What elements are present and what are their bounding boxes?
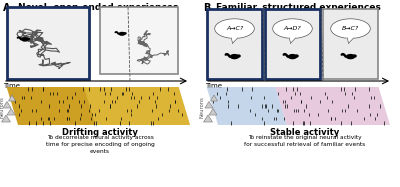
Polygon shape: [204, 115, 212, 122]
Text: A→C?: A→C?: [226, 26, 243, 31]
Bar: [7, 7, 89, 79]
Text: A: A: [3, 3, 10, 13]
Bar: [265, 9, 320, 79]
Ellipse shape: [331, 19, 370, 38]
Polygon shape: [206, 87, 287, 125]
Text: B: B: [203, 3, 210, 13]
Ellipse shape: [118, 32, 126, 36]
Polygon shape: [210, 95, 218, 101]
Ellipse shape: [346, 54, 355, 59]
Ellipse shape: [273, 19, 312, 38]
Ellipse shape: [288, 54, 297, 59]
Polygon shape: [205, 102, 213, 108]
Ellipse shape: [294, 54, 299, 58]
Bar: [207, 9, 262, 79]
Text: Time: Time: [205, 83, 222, 89]
Text: To reinstate the original neural activity
for successful retrieval of familiar e: To reinstate the original neural activit…: [244, 135, 366, 147]
Bar: [100, 7, 178, 74]
Bar: [323, 9, 378, 79]
Ellipse shape: [215, 19, 254, 38]
Polygon shape: [2, 115, 10, 122]
Polygon shape: [276, 87, 390, 125]
Ellipse shape: [21, 37, 29, 42]
Ellipse shape: [237, 54, 241, 58]
Text: Familiar, structured experiences: Familiar, structured experiences: [216, 3, 380, 12]
Polygon shape: [209, 108, 217, 115]
Polygon shape: [8, 95, 16, 101]
Polygon shape: [84, 87, 190, 125]
Polygon shape: [6, 87, 190, 125]
Ellipse shape: [124, 32, 127, 35]
Polygon shape: [231, 38, 238, 43]
Text: Neurons: Neurons: [0, 96, 4, 118]
Text: Stable activity: Stable activity: [270, 128, 340, 137]
Text: B→C?: B→C?: [342, 26, 359, 31]
Text: Novel, open-ended experiences: Novel, open-ended experiences: [18, 3, 178, 12]
Polygon shape: [347, 38, 354, 43]
Text: A→D?: A→D?: [284, 26, 301, 31]
Ellipse shape: [353, 54, 357, 58]
Text: To decorrelate neural activity across
time for precise encoding of ongoing
event: To decorrelate neural activity across ti…: [46, 135, 154, 154]
Polygon shape: [289, 38, 296, 43]
Polygon shape: [3, 102, 11, 108]
Ellipse shape: [27, 38, 30, 40]
Polygon shape: [7, 108, 15, 115]
Text: Neurons: Neurons: [200, 96, 204, 118]
Ellipse shape: [230, 54, 239, 59]
Text: Drifting activity: Drifting activity: [62, 128, 138, 137]
Text: Time: Time: [3, 83, 20, 89]
